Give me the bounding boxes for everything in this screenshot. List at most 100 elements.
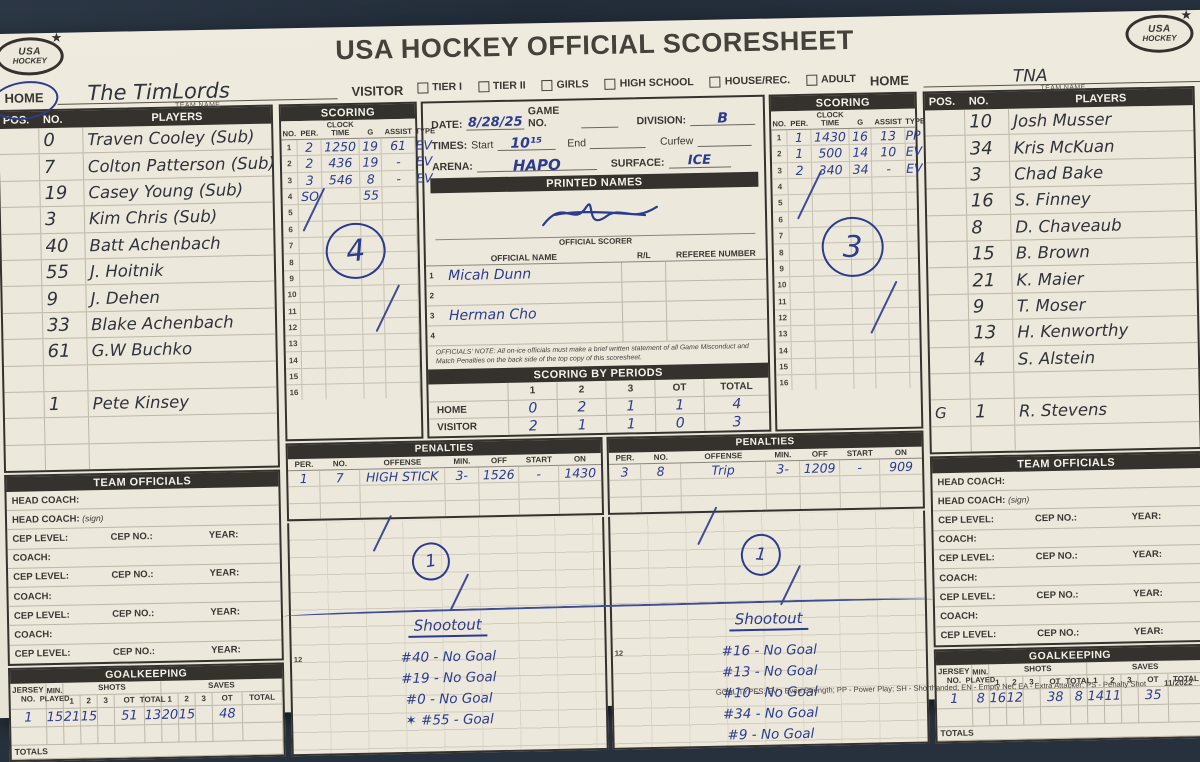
gk-shots-3: 15 (80, 707, 99, 727)
cep-no-label: CEP NO.: (1034, 512, 1078, 525)
visitor-team-officials: TEAM OFFICIALS HEAD COACH: HEAD COACH: (… (929, 451, 1200, 648)
logo-hockey-text: HOCKEY (12, 56, 47, 66)
year-label: YEAR: (210, 606, 241, 618)
home-team-name-field: The TimLords TEAM NAME (57, 74, 338, 109)
roster-row (931, 422, 1199, 453)
gk-shots-1: 15 (46, 708, 65, 727)
checkbox-icon (709, 76, 721, 88)
year-label: YEAR: (1133, 625, 1164, 638)
ink-slash (449, 573, 470, 611)
visitor-column: POS. NO. PLAYERS 10 Josh Musser 34 Kris Mc… (922, 86, 1200, 744)
gk-shots-ot (97, 707, 116, 726)
year-label: YEAR: (208, 529, 239, 541)
shootout-entry: #19 - No Goal (400, 669, 497, 688)
shootout-entry: #16 - No Goal (721, 641, 818, 660)
year-label: YEAR: (1131, 510, 1162, 523)
min-played-header: MIN. PLAYED (40, 682, 70, 709)
shootout-heading: Shootout (728, 609, 809, 632)
scoresheet-paper: USA HOCKEY ★ USA HOCKEY OFFICIAL SCORESH… (0, 7, 1200, 762)
checkbox-icon (541, 79, 553, 91)
cep-level-label: CEP LEVEL: (13, 571, 70, 584)
end-label: End (567, 137, 587, 150)
division-field: B (689, 109, 756, 127)
off-header: OFF (811, 449, 828, 459)
home-p2: 2 (557, 398, 608, 418)
scoring-by-periods-table: 1 2 3 OT TOTAL HOME 0 2 1 1 4 VISITOR 2 … (428, 377, 770, 437)
per-header: PER. (615, 453, 635, 463)
shootout-heading: Shootout (407, 615, 488, 639)
home-p3: 1 (606, 397, 657, 417)
checkbox-label: HIGH SCHOOL (619, 76, 694, 90)
visitor-p3: 1 (607, 415, 657, 433)
gk-shots-total: 38 (1040, 688, 1071, 708)
checkbox-girls: GIRLS (541, 78, 589, 91)
gk-saves-1: 8 (1070, 688, 1088, 707)
type-header: TYPE (415, 126, 436, 136)
division-label: DIVISION: (636, 114, 687, 128)
surface-label: SURFACE: (610, 156, 665, 170)
coach-label: COACH: (14, 629, 53, 641)
checkbox-high-school: HIGH SCHOOL (604, 76, 694, 90)
checkbox-label: TIER I (432, 80, 463, 94)
visitor-roster: POS. NO. PLAYERS 10 Josh Musser 34 Kris Mc… (922, 86, 1200, 455)
visitor-ot: 0 (656, 414, 706, 432)
game-info-panel: DATE: 8/28/25 GAME NO. DIVISION: B TIMES… (420, 94, 772, 439)
roster-row (5, 440, 278, 472)
coach-label: COACH: (13, 590, 52, 603)
checkbox-label: GIRLS (556, 78, 589, 91)
cep-level-label: CEP LEVEL: (938, 514, 995, 527)
gk-shots-ot (1023, 689, 1041, 708)
cep-no-label: CEP NO.: (1037, 627, 1080, 640)
head-coach-label: HEAD COACH: (937, 475, 1006, 488)
start-header: START (846, 448, 873, 458)
home-penalties: PENALTIES PER. NO. OFFENSE MIN. OFF STAR… (285, 436, 605, 522)
type-header: TYPE (905, 116, 926, 126)
home-label-right: HOME (869, 72, 910, 89)
start-field: 10¹⁵ (497, 134, 556, 152)
per-header: PER. (300, 128, 319, 138)
sign-suffix: (sign) (82, 513, 104, 524)
shootout-entry: #9 - No Goal (727, 726, 815, 744)
shootout-entry: #34 - No Goal (722, 704, 819, 723)
logo-hockey-text: HOCKEY (1142, 33, 1177, 44)
cep-no-label: CEP NO.: (112, 607, 155, 620)
gk-min-played (1168, 685, 1200, 705)
gk-saves-total: 35 (1138, 686, 1169, 706)
cep-no-label: CEP NO.: (112, 646, 156, 659)
visitor-scoring: SCORING NO. PER. CLOCK TIME G ASSIST TYPE… (768, 91, 926, 432)
period-col: 2 (557, 381, 607, 400)
visitor-goalkeeping: GOALKEEPING JERSEY NO. SHOTS SAVES MIN. PL… (933, 643, 1200, 744)
cep-level-label: CEP LEVEL: (940, 629, 997, 642)
cep-level-label: CEP LEVEL: (938, 552, 995, 565)
no-header: NO. (968, 94, 989, 108)
min-header: MIN. (453, 456, 471, 466)
ink-slash (372, 515, 393, 553)
col-label: 3 (195, 692, 213, 706)
gk-shots-3: 12 (1006, 689, 1024, 708)
official-scorer-signature-line (434, 188, 756, 241)
gk-saves-3: 15 (178, 705, 197, 725)
visitor-total: 3 (732, 413, 742, 430)
g-header: G (367, 127, 374, 137)
star-icon: ★ (1180, 7, 1193, 23)
offense-header: OFFENSE (704, 450, 743, 461)
assist-header: ASSIST (384, 126, 413, 137)
col-label: 3 (97, 694, 115, 708)
checkbox-label: HOUSE/REC. (724, 74, 791, 88)
game-no-label: GAME NO. (527, 104, 560, 130)
curfew-field (697, 130, 752, 148)
visitor-row-label: VISITOR (429, 418, 510, 437)
checkbox-tier2: TIER II (477, 79, 526, 92)
star-icon: ★ (50, 29, 63, 45)
home-team-officials: TEAM OFFICIALS HEAD COACH: HEAD COACH: (… (4, 469, 284, 666)
start-header: START (525, 454, 553, 465)
end-field (589, 133, 647, 150)
period-col: 3 (606, 380, 656, 399)
coach-label: COACH: (940, 610, 979, 623)
visitor-p1: 2 (509, 417, 559, 435)
cep-level-label: CEP LEVEL: (13, 609, 70, 622)
g-header: G (857, 117, 864, 127)
checkbox-icon (805, 74, 818, 86)
coach-label: COACH: (12, 552, 51, 565)
